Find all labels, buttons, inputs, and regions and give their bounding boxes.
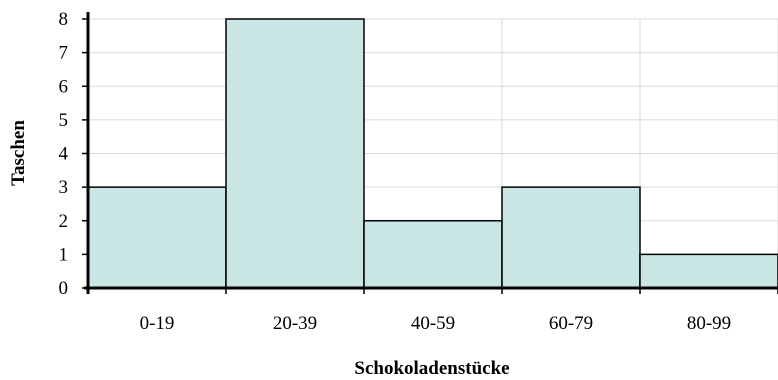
bar-0-19 <box>87 186 227 289</box>
y-tick-label: 6 <box>59 76 69 97</box>
bar-40-59 <box>363 220 503 289</box>
y-axis-title: Taschen <box>8 120 29 186</box>
y-tick-label: 1 <box>59 244 69 265</box>
bar-20-39 <box>225 18 365 289</box>
x-tick-label: 80-99 <box>687 313 731 334</box>
bars <box>87 18 778 289</box>
bar-80-99 <box>639 253 778 289</box>
x-tick-label: 0-19 <box>140 313 175 334</box>
x-tick-label: 40-59 <box>411 313 455 334</box>
x-tick-labels: 0-19 20-39 40-59 60-79 80-99 <box>140 313 732 334</box>
y-tick-label: 8 <box>59 9 69 30</box>
x-axis-title: Schokoladenstücke <box>354 358 509 379</box>
y-tick-label: 3 <box>59 177 69 198</box>
y-tick-label: 2 <box>59 211 69 232</box>
y-tick-labels: 0 1 2 3 4 5 6 7 8 <box>59 9 69 299</box>
x-tick-label: 60-79 <box>549 313 593 334</box>
y-tick-label: 7 <box>59 43 69 64</box>
axes <box>82 12 778 294</box>
y-tick-label: 5 <box>59 110 69 131</box>
y-tick-label: 4 <box>59 144 69 165</box>
y-tick-label: 0 <box>59 278 69 299</box>
bar-60-79 <box>501 186 641 289</box>
x-tick-label: 20-39 <box>273 313 317 334</box>
